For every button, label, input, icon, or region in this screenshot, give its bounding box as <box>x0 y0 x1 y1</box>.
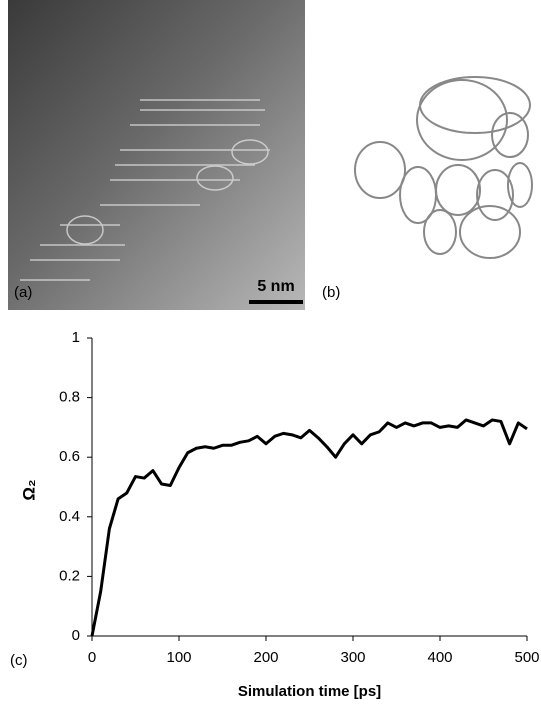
x-tick-label: 0 <box>88 649 96 666</box>
diagram: (b) <box>322 77 532 301</box>
panel-label: (b) <box>322 284 340 301</box>
panel-label: (a) <box>14 284 32 301</box>
scale-bar-label: 5 nm <box>257 278 294 295</box>
y-tick-label: 0.8 <box>59 389 80 406</box>
data-line <box>92 420 527 636</box>
y-axis-label: Ω₂ <box>19 479 38 500</box>
micrograph: (a) 5 nm <box>8 0 305 310</box>
y-tick-label: 0.4 <box>59 508 80 525</box>
x-axis-label: Simulation time [ps] <box>238 683 381 700</box>
scale-bar <box>249 300 303 304</box>
x-tick-label: 400 <box>427 649 452 666</box>
x-tick-label: 500 <box>514 649 539 666</box>
x-tick-label: 200 <box>253 649 278 666</box>
figure: (a) 5 nm (b) 0 0.2 0.4 0.6 0.8 1 0 100 200 300 400… <box>0 0 541 703</box>
y-tick-label: 0.2 <box>59 567 80 584</box>
panel-label: (c) <box>10 652 28 669</box>
x-tick-label: 300 <box>340 649 365 666</box>
line-chart: 0 0.2 0.4 0.6 0.8 1 0 100 200 300 400 500 Simulation… <box>10 329 540 700</box>
y-tick-label: 0.6 <box>59 448 80 465</box>
y-tick-label: 0 <box>72 627 80 644</box>
y-tick-label: 1 <box>72 329 80 346</box>
x-tick-label: 100 <box>166 649 191 666</box>
